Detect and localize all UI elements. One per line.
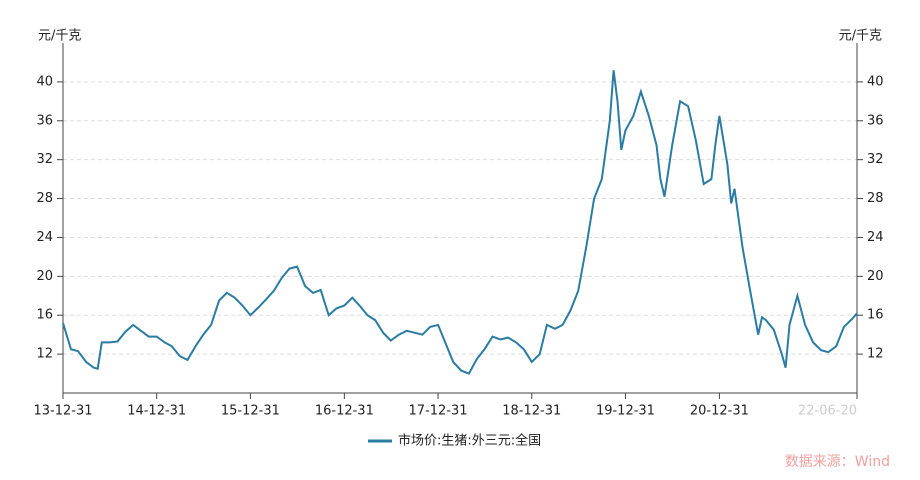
y-axis-label: 元/千克 <box>38 29 81 44</box>
x-tick-label: 20-12-31 <box>690 404 749 419</box>
y-tick-label: 16 <box>36 308 53 323</box>
x-tick-label: 16-12-31 <box>315 404 374 419</box>
y-tick-label: 36 <box>36 113 53 128</box>
legend-label: 市场价:生猪:外三元:全国 <box>398 433 541 449</box>
y2-axis-label: 元/千克 <box>839 29 882 44</box>
x-tick-label: 14-12-31 <box>127 404 186 419</box>
y2-tick-label: 28 <box>867 191 884 206</box>
x-tick-label: 22-06-20 <box>798 404 857 419</box>
source-note: 数据来源：Wind <box>785 454 890 470</box>
x-tick-label: 17-12-31 <box>409 404 468 419</box>
x-tick-label: 18-12-31 <box>502 404 561 419</box>
y-tick-label: 28 <box>36 191 53 206</box>
y-tick-label: 20 <box>36 269 53 284</box>
y2-tick-label: 32 <box>867 152 884 167</box>
x-tick-label: 13-12-31 <box>33 404 92 419</box>
y-tick-label: 24 <box>36 230 53 245</box>
series-line <box>62 70 858 375</box>
x-tick-label: 15-12-31 <box>221 404 280 419</box>
y2-tick-label: 20 <box>867 269 884 284</box>
y2-tick-label: 36 <box>867 113 884 128</box>
y2-tick-label: 12 <box>867 347 884 362</box>
y2-tick-label: 24 <box>867 230 884 245</box>
y-tick-label: 32 <box>36 152 53 167</box>
y-tick-label: 40 <box>36 74 53 89</box>
y-tick-label: 12 <box>36 347 53 362</box>
y2-tick-label: 16 <box>867 308 884 323</box>
x-tick-label: 19-12-31 <box>596 404 655 419</box>
y2-tick-label: 40 <box>867 74 884 89</box>
